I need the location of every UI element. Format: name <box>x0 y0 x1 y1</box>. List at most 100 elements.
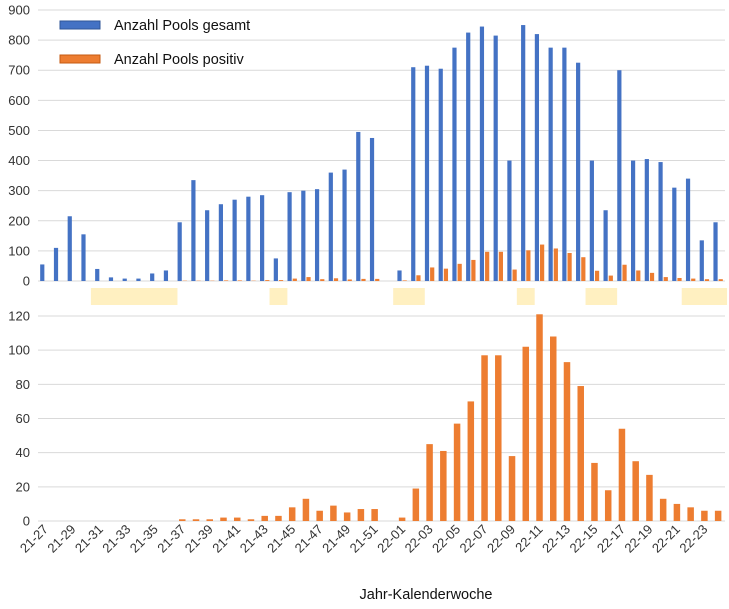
bar-positiv <box>453 423 461 521</box>
bar-gesamt <box>108 277 114 281</box>
bar-positiv <box>508 456 516 521</box>
legend-swatch-positiv <box>59 54 101 64</box>
highlight-band <box>269 288 288 305</box>
bar-positiv <box>330 505 337 521</box>
y-tick-label: 800 <box>8 33 30 48</box>
bar-positiv <box>622 264 627 281</box>
y-tick-label: 300 <box>8 183 30 198</box>
bar-positiv <box>275 515 282 521</box>
y-tick-label: 80 <box>16 377 30 392</box>
bar-positiv <box>553 248 558 281</box>
bar-positiv <box>677 277 682 281</box>
bar-positiv <box>333 278 339 281</box>
y-tick-label: 100 <box>8 343 30 358</box>
bar-positiv <box>192 519 200 521</box>
bar-positiv <box>581 257 586 281</box>
bar-gesamt <box>177 222 182 281</box>
bar-positiv <box>361 278 366 281</box>
bar-positiv <box>632 461 639 521</box>
bar-positiv <box>704 279 710 281</box>
bar-positiv <box>594 270 600 281</box>
bar-gesamt <box>191 180 196 281</box>
x-tick-label: 22-03 <box>402 522 436 556</box>
x-tick-label: 22-21 <box>649 522 683 556</box>
x-axis-title: Jahr-Kalenderwoche <box>360 587 493 603</box>
bar-positiv <box>467 401 475 521</box>
bar-gesamt <box>40 264 45 281</box>
bar-positiv <box>663 277 668 281</box>
highlight-band <box>585 288 618 305</box>
bar-positiv <box>522 346 530 521</box>
x-tick-label: 21-43 <box>237 522 271 556</box>
bar-gesamt <box>81 234 86 281</box>
bar-gesamt <box>452 47 457 282</box>
y-tick-label: 700 <box>8 63 30 78</box>
bar-positiv <box>691 278 696 281</box>
bottom-chart-x-axis: 21-2721-2921-3121-3321-3521-3721-3921-41… <box>17 522 711 556</box>
bar-gesamt <box>287 192 292 281</box>
bar-positiv <box>471 259 476 281</box>
highlight-band <box>681 288 728 305</box>
bar-positiv <box>673 503 681 521</box>
bar-gesamt <box>534 34 540 281</box>
bar-gesamt <box>672 187 677 281</box>
bar-positiv <box>426 444 433 521</box>
bar-positiv <box>316 510 323 521</box>
bar-positiv <box>495 355 502 521</box>
bar-positiv <box>485 251 490 281</box>
bar-gesamt <box>630 160 636 281</box>
bar-positiv <box>563 362 571 521</box>
y-tick-label: 0 <box>23 274 30 289</box>
bar-gesamt <box>424 65 430 281</box>
bar-positiv <box>320 279 325 281</box>
x-tick-label: 22-19 <box>621 522 655 556</box>
highlight-band <box>516 288 535 305</box>
bar-positiv <box>347 279 352 281</box>
bar-gesamt <box>685 178 691 281</box>
bar-positiv <box>659 498 667 521</box>
bar-gesamt <box>576 62 581 281</box>
x-tick-label: 22-07 <box>457 522 491 556</box>
bar-gesamt <box>232 199 237 281</box>
bar-gesamt <box>603 210 608 281</box>
bar-gesamt <box>521 25 526 281</box>
bar-positiv <box>618 428 626 521</box>
legend: Anzahl Pools gesamt Anzahl Pools positiv <box>59 18 250 68</box>
bar-gesamt <box>369 137 375 281</box>
y-tick-label: 0 <box>23 514 30 529</box>
bar-positiv <box>288 507 296 521</box>
bar-positiv <box>481 355 488 521</box>
bar-positiv <box>233 517 241 521</box>
x-tick-label: 21-33 <box>99 522 133 556</box>
bar-gesamt <box>342 169 347 281</box>
x-tick-label: 21-47 <box>292 522 326 556</box>
bar-positiv <box>646 474 653 521</box>
bar-positiv <box>265 280 270 281</box>
bar-gesamt <box>356 131 361 281</box>
x-tick-label: 22-13 <box>539 522 573 556</box>
bar-positiv <box>440 450 447 521</box>
bar-gesamt <box>205 210 210 281</box>
bar-positiv <box>608 275 613 281</box>
y-tick-label: 20 <box>16 479 30 494</box>
bar-gesamt <box>67 216 72 281</box>
x-tick-label: 21-35 <box>127 522 161 556</box>
bar-gesamt <box>328 172 333 281</box>
x-tick-label: 21-41 <box>209 522 243 556</box>
highlight-band <box>90 288 178 305</box>
bar-positiv <box>443 268 449 281</box>
bar-gesamt <box>548 47 553 282</box>
bar-positiv <box>687 507 694 521</box>
bar-positiv <box>649 272 655 281</box>
legend-swatch-gesamt <box>59 20 101 30</box>
y-tick-label: 600 <box>8 93 30 108</box>
bar-gesamt <box>136 278 141 281</box>
legend-label-gesamt: Anzahl Pools gesamt <box>114 18 250 34</box>
bar-positiv <box>714 510 722 521</box>
bar-positiv <box>498 251 503 281</box>
bar-gesamt <box>507 160 512 281</box>
bar-positiv <box>375 278 380 281</box>
y-tick-label: 400 <box>8 153 30 168</box>
bar-positiv <box>512 269 517 281</box>
bar-gesamt <box>53 247 59 281</box>
